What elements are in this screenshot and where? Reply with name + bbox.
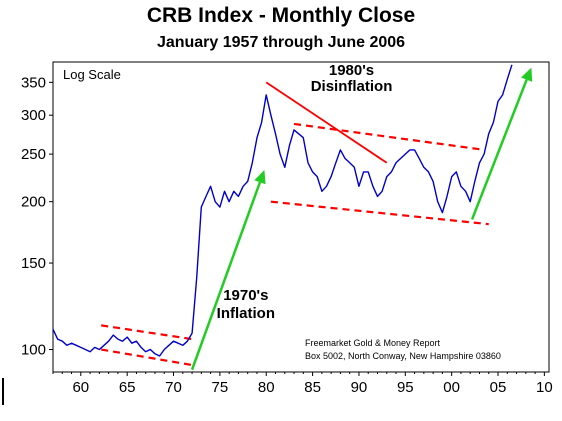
y-tick-label: 250: [21, 146, 46, 163]
x-tick-label: 10: [536, 379, 553, 396]
channel-line: [101, 324, 193, 341]
chart-title: CRB Index - Monthly Close: [146, 4, 416, 27]
x-tick-label: 00: [443, 379, 460, 396]
x-tick-label: 90: [351, 379, 368, 396]
channel-line: [270, 200, 489, 226]
channel-line: [101, 348, 193, 367]
inflation-arrow: [190, 181, 262, 371]
annotation-text: Disinflation: [311, 78, 393, 95]
annotation-text: 1980's: [329, 62, 374, 79]
x-tick-label: 60: [72, 379, 89, 396]
x-tick-label: 80: [258, 379, 275, 396]
x-axis: 60 65 70 75 80 85 90 95 00 05 10: [52, 372, 553, 396]
x-tick-label: 70: [165, 379, 182, 396]
recent-uptrend-arrow: [470, 79, 528, 220]
disinflation-trend-line: [265, 81, 388, 164]
y-tick-label: 350: [21, 74, 46, 91]
x-tick-label: 65: [119, 379, 136, 396]
series-group: [52, 64, 513, 357]
x-tick-label: 05: [490, 379, 507, 396]
crb-index-line: [52, 64, 513, 357]
recent-uptrend-arrow-head: [521, 67, 533, 82]
credit-line-1: Freemarket Gold & Money Report: [305, 338, 441, 348]
x-tick-label: 95: [397, 379, 414, 396]
chart-subtitle: January 1957 through June 2006: [156, 34, 406, 51]
inflation-arrow-head: [254, 170, 266, 185]
credit-line-2: Box 5002, North Conway, New Hampshire 03…: [305, 351, 501, 361]
trend-arrows: [190, 67, 533, 371]
channel-lines: [101, 81, 489, 367]
y-axis: 100 150 200 250 300 350: [21, 74, 53, 359]
y-tick-label: 100: [21, 342, 46, 359]
x-tick-label: 75: [212, 379, 229, 396]
y-tick-label: 300: [21, 107, 46, 124]
annotation-text: 1970's: [223, 287, 268, 304]
y-tick-label: 200: [21, 194, 46, 211]
x-tick-label: 85: [304, 379, 321, 396]
scale-note: Log Scale: [63, 67, 121, 82]
y-tick-label: 150: [21, 255, 46, 272]
channel-line: [293, 122, 485, 151]
annotation-text: Inflation: [217, 305, 275, 322]
plot-frame: [52, 61, 550, 373]
